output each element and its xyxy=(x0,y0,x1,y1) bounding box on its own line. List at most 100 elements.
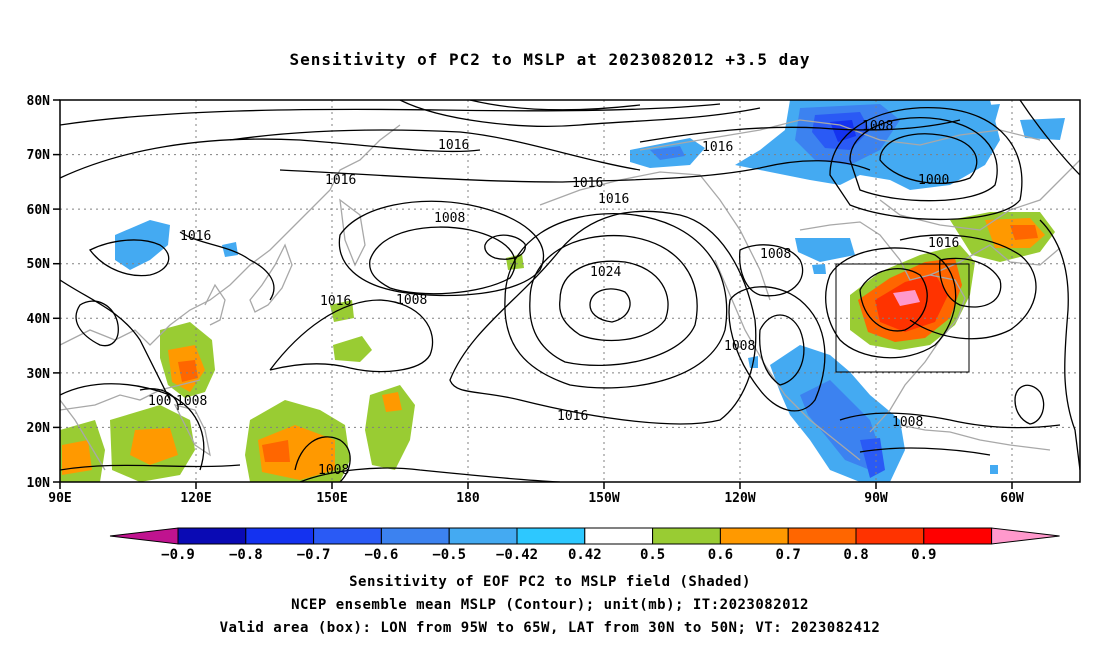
contour-1016-north-4 xyxy=(279,160,871,183)
contour-1016-atlantic-upper xyxy=(1019,100,1080,176)
contour-high-1024-3 xyxy=(529,234,698,367)
plot-frame xyxy=(59,99,1081,483)
contour-label: 100 xyxy=(148,394,171,409)
contour-label: 1000 xyxy=(918,173,949,188)
lon-label: 90E xyxy=(48,491,71,506)
lon-label: 90W xyxy=(864,491,888,506)
contour-1016-japan-small xyxy=(139,388,179,411)
contour-1008-na-west xyxy=(739,244,804,297)
neg-region-canada-small xyxy=(812,264,826,274)
colorbar-right-arrow xyxy=(991,527,1060,545)
contour-1008-us xyxy=(859,268,928,332)
longitude-labels: 90E 120E 150E 180 150W 120W 90W 60W xyxy=(48,491,1024,506)
colorbar-tick-label: −0.7 xyxy=(297,547,331,563)
contour-low-aleutian-inner xyxy=(484,234,526,260)
contour-atlantic-east xyxy=(1039,219,1080,471)
contour-1016-pacific-subtropical xyxy=(449,210,757,425)
lat-label: 40N xyxy=(27,312,51,327)
contour-label: 1016 xyxy=(180,229,211,244)
neg-region-siberia-core xyxy=(650,146,685,160)
coast-alaska xyxy=(539,171,771,301)
contour-label: 1016 xyxy=(325,173,356,188)
contour-label: 1008 xyxy=(176,394,207,409)
contour-label: 1016 xyxy=(928,236,959,251)
contour-label: 1016 xyxy=(702,140,733,155)
coast-hudson-greenland xyxy=(879,159,1080,231)
colorbar-segment xyxy=(923,527,993,545)
lon-label: 150E xyxy=(316,491,347,506)
colorbar-tick-label: 0.7 xyxy=(776,547,801,563)
lat-label: 20N xyxy=(27,421,51,436)
colorbar-tick-label: 0.42 xyxy=(568,547,602,563)
contour-label: 1016 xyxy=(320,294,351,309)
contour-low-outer xyxy=(829,106,1023,221)
neg-region-arctic-core2 xyxy=(830,120,856,142)
colorbar-left-arrow xyxy=(109,527,179,545)
contour-1008-na-southwest-2 xyxy=(728,286,826,412)
caption-valid-area: Valid area (box): LON from 95W to 65W, L… xyxy=(219,620,881,636)
contour-1016-atlantic xyxy=(899,234,1037,340)
contour-1008-central-america xyxy=(839,412,1061,429)
contour-label: 1008 xyxy=(396,293,427,308)
mslp-contours xyxy=(60,100,1080,482)
contour-label: 1024 xyxy=(590,265,621,280)
contour-label: 1016 xyxy=(438,138,469,153)
colorbar-tick-label: 0.9 xyxy=(911,547,936,563)
contour-1016-west-pacific xyxy=(269,299,434,373)
colorbar-tick-label: −0.5 xyxy=(432,547,466,563)
contour-low-aleutian-1008a xyxy=(338,200,545,297)
colorbar-tick-label: −0.8 xyxy=(229,547,263,563)
contour-low-1000 xyxy=(879,133,978,184)
coast-east-asia xyxy=(60,124,401,346)
coast-china-south xyxy=(60,379,201,411)
colorbar-segment xyxy=(787,527,857,545)
colorbar-segment xyxy=(313,527,382,545)
contour-label: 1008 xyxy=(724,339,755,354)
contour-label: 1016 xyxy=(572,176,603,191)
contour-label: 1008 xyxy=(760,247,791,262)
pos-region-scs-orange xyxy=(62,440,92,475)
colorbar-segment xyxy=(245,527,315,545)
colorbar-segment xyxy=(380,527,450,545)
coastlines xyxy=(60,119,1080,471)
colorbar-segment xyxy=(652,527,721,545)
colorbar-segment xyxy=(719,527,789,545)
contour-1008-china-1 xyxy=(60,279,171,401)
contour-label: 1008 xyxy=(862,119,893,134)
contour-1008-us-outer xyxy=(825,247,957,359)
colorbar-segment xyxy=(855,527,925,545)
pos-region-wpac-orange xyxy=(258,425,335,480)
contour-label: 1016 xyxy=(598,192,629,207)
contour-low-wpac-se xyxy=(299,467,561,482)
colorbar: −0.9 −0.8 −0.7 −0.6 −0.5 −0.42 0.42 0.5 0.6 0.7 0.… xyxy=(109,527,1060,563)
neg-region-atlantic-small xyxy=(990,465,998,474)
lat-label: 60N xyxy=(27,203,51,218)
lat-label: 70N xyxy=(27,148,51,163)
latitude-labels: 80N 70N 60N 50N 40N 30N 20N 10N xyxy=(27,94,51,491)
tick-marks xyxy=(53,99,1013,489)
coast-philippines xyxy=(173,404,211,457)
colorbar-tick-label: 0.5 xyxy=(640,547,665,563)
map-title: Sensitivity of PC2 to MSLP at 2023082012… xyxy=(289,50,811,69)
lon-label: 120E xyxy=(180,491,211,506)
contour-1016-equator xyxy=(60,464,241,471)
contour-1008-china-south xyxy=(75,300,119,347)
lat-label: 80N xyxy=(27,94,51,109)
lon-label: 150W xyxy=(588,491,619,506)
contour-atlantic-low-small xyxy=(1014,384,1045,425)
pos-region-china-south-orange xyxy=(130,428,178,465)
colorbar-segment xyxy=(177,527,247,545)
coast-caribbean xyxy=(899,424,1051,451)
contour-1016-north-1 xyxy=(60,103,721,126)
contour-label: 1008 xyxy=(892,415,923,430)
coast-korea xyxy=(204,283,226,326)
colorbar-segment xyxy=(448,527,518,545)
lat-label: 30N xyxy=(27,367,51,382)
contour-label: 1016 xyxy=(557,409,588,424)
coast-canada xyxy=(799,221,1061,281)
neg-region-gulf-core xyxy=(800,380,880,470)
contour-1008-na-southwest-1 xyxy=(759,314,805,386)
contour-arctic-2 xyxy=(469,100,641,111)
contour-label: 1008 xyxy=(318,463,349,478)
